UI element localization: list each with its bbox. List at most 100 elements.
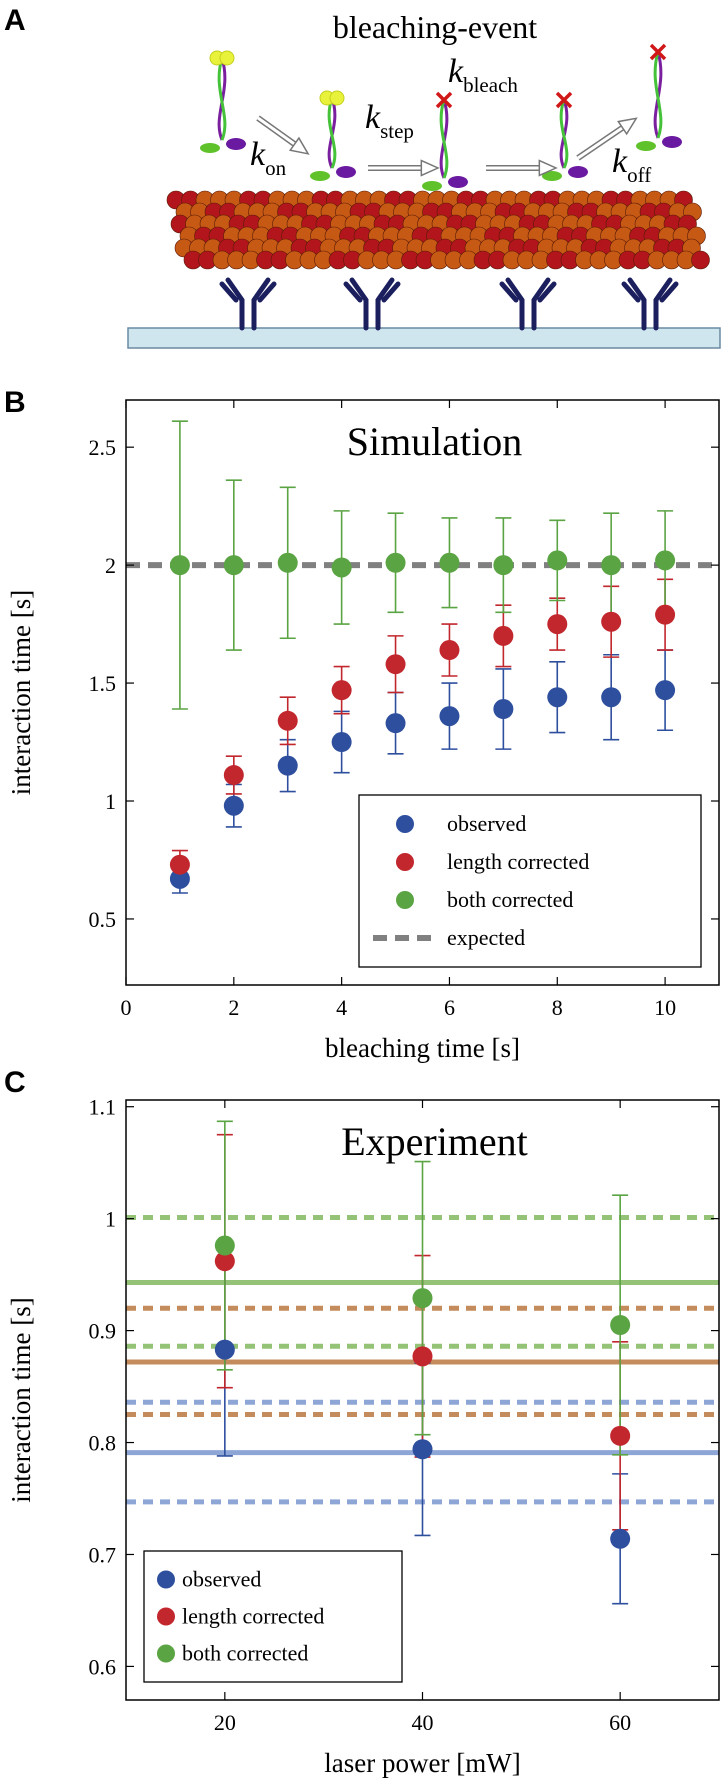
y-tick-label: 2 [105, 553, 116, 578]
data-point [601, 555, 622, 576]
fluorophore [219, 50, 235, 66]
data-point [610, 1425, 631, 1446]
y-tick-label: 0.8 [89, 1431, 117, 1456]
chart-title: Simulation [347, 419, 523, 464]
legend-label: expected [447, 925, 525, 950]
rate-subscript: step [380, 119, 414, 143]
data-point [547, 687, 568, 708]
plot-frame [125, 399, 720, 986]
dna-strand [653, 51, 663, 139]
arrow-head [538, 159, 558, 177]
y-tick-label: 0.7 [89, 1542, 117, 1567]
data-point [169, 868, 190, 889]
data-point [547, 614, 568, 635]
motor [422, 181, 442, 191]
legend-label: observed [447, 811, 526, 836]
x-tick-label: 8 [552, 995, 563, 1020]
antibody-shape [343, 277, 401, 331]
motor [662, 136, 682, 148]
antibody-shape [621, 277, 679, 331]
x-axis-label: laser power [mW] [324, 1748, 520, 1778]
data-point [439, 706, 460, 727]
data-point [601, 687, 622, 708]
panel-letter: A [4, 4, 26, 37]
data-point [277, 710, 298, 731]
data-point [610, 1528, 631, 1549]
rate-subscript: off [627, 163, 651, 187]
data-point [385, 713, 406, 734]
motor [568, 166, 588, 178]
legend: observed length corrected both corrected [143, 1550, 403, 1683]
rate-symbol: k [612, 143, 628, 180]
data-point [223, 795, 244, 816]
legend: observed length corrected both corrected ex… [358, 794, 702, 968]
rate-symbol: k [448, 53, 464, 90]
data-point [214, 1235, 235, 1256]
legend-symbol [157, 1644, 175, 1663]
data-point [223, 555, 244, 576]
y-tick-label: 1 [105, 1207, 116, 1232]
dna-strand [439, 99, 449, 179]
rate-subscript: bleach [463, 73, 518, 97]
antibody-shape [219, 277, 277, 331]
molecule [310, 90, 356, 181]
arrow-head [288, 136, 310, 155]
legend-symbol [157, 1607, 175, 1626]
rate-label: kstep [365, 99, 414, 143]
x-tick-label: 10 [654, 995, 676, 1020]
data-point [385, 654, 406, 675]
data-point [169, 555, 190, 576]
legend-label: both corrected [182, 1641, 308, 1666]
panel-letter: B [4, 386, 26, 419]
x-axis-label: bleaching time [s] [325, 1033, 520, 1063]
data-point [214, 1339, 235, 1360]
arrow-head [617, 117, 638, 136]
legend-symbol [396, 891, 414, 909]
y-tick-label: 1 [105, 789, 116, 814]
chart-title: Experiment [341, 1119, 528, 1164]
y-tick-label: 1.5 [89, 671, 117, 696]
data-point [331, 732, 352, 753]
antibody [219, 277, 277, 331]
bleach-cross [435, 91, 453, 109]
y-tick-label: 0.5 [89, 907, 117, 932]
data-point [493, 699, 514, 720]
rate-subscript: on [265, 156, 287, 180]
data-point [439, 552, 460, 573]
legend-label: observed [182, 1567, 261, 1592]
data-point [439, 640, 460, 661]
data-point [412, 1346, 433, 1367]
illustration: bleaching-event kon kstep kbleach koff [127, 9, 721, 349]
x-tick-label: 4 [336, 995, 347, 1020]
dna-strand [327, 97, 337, 169]
antibody [621, 277, 679, 331]
motor [336, 166, 356, 178]
illustration-title: bleaching-event [333, 9, 537, 45]
data-point [493, 555, 514, 576]
rate-label: kon [250, 136, 287, 180]
bleach-cross [555, 91, 573, 109]
y-tick-label: 2.5 [89, 435, 117, 460]
data-point [169, 854, 190, 875]
legend-symbol [396, 853, 414, 871]
legend-label: length corrected [447, 849, 589, 874]
y-axis-label: interaction time [s] [6, 590, 36, 795]
data-point [655, 604, 676, 625]
data-point [601, 611, 622, 632]
x-tick-label: 40 [412, 1710, 434, 1735]
data-point [214, 1251, 235, 1272]
legend-label: both corrected [447, 887, 573, 912]
motor [226, 138, 246, 150]
antibody [343, 277, 401, 331]
motor [448, 176, 468, 188]
molecule [422, 91, 468, 191]
x-tick-label: 20 [214, 1710, 236, 1735]
data-point [223, 765, 244, 786]
molecule [636, 43, 682, 151]
x-tick-label: 0 [121, 995, 132, 1020]
y-tick-label: 1.1 [89, 1095, 117, 1120]
dna-strand [559, 99, 569, 169]
data-point [610, 1315, 631, 1335]
legend-label: length corrected [182, 1604, 324, 1629]
